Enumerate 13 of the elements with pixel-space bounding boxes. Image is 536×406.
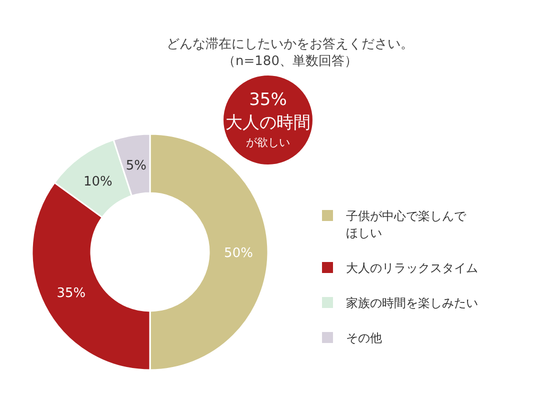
legend-label: 大人のリラックスタイム: [346, 261, 478, 275]
chart-subtitle: （n=180、単数回答）: [222, 54, 358, 69]
legend-label: その他: [346, 331, 382, 345]
data-label: 5%: [126, 158, 146, 174]
data-label: 35%: [56, 286, 86, 302]
legend-label: 子供が中心で楽しんでほしい: [346, 209, 467, 240]
data-label: 50%: [224, 246, 253, 261]
data-label: 10%: [84, 174, 112, 190]
text: が欲しい: [246, 136, 290, 149]
text: 大人の時間: [226, 113, 310, 133]
legend-label: 家族の時間を楽しみたい: [346, 296, 478, 310]
chart-title: どんな滞在にしたいかをお答えください。: [166, 37, 414, 52]
text: 35%: [249, 90, 287, 110]
